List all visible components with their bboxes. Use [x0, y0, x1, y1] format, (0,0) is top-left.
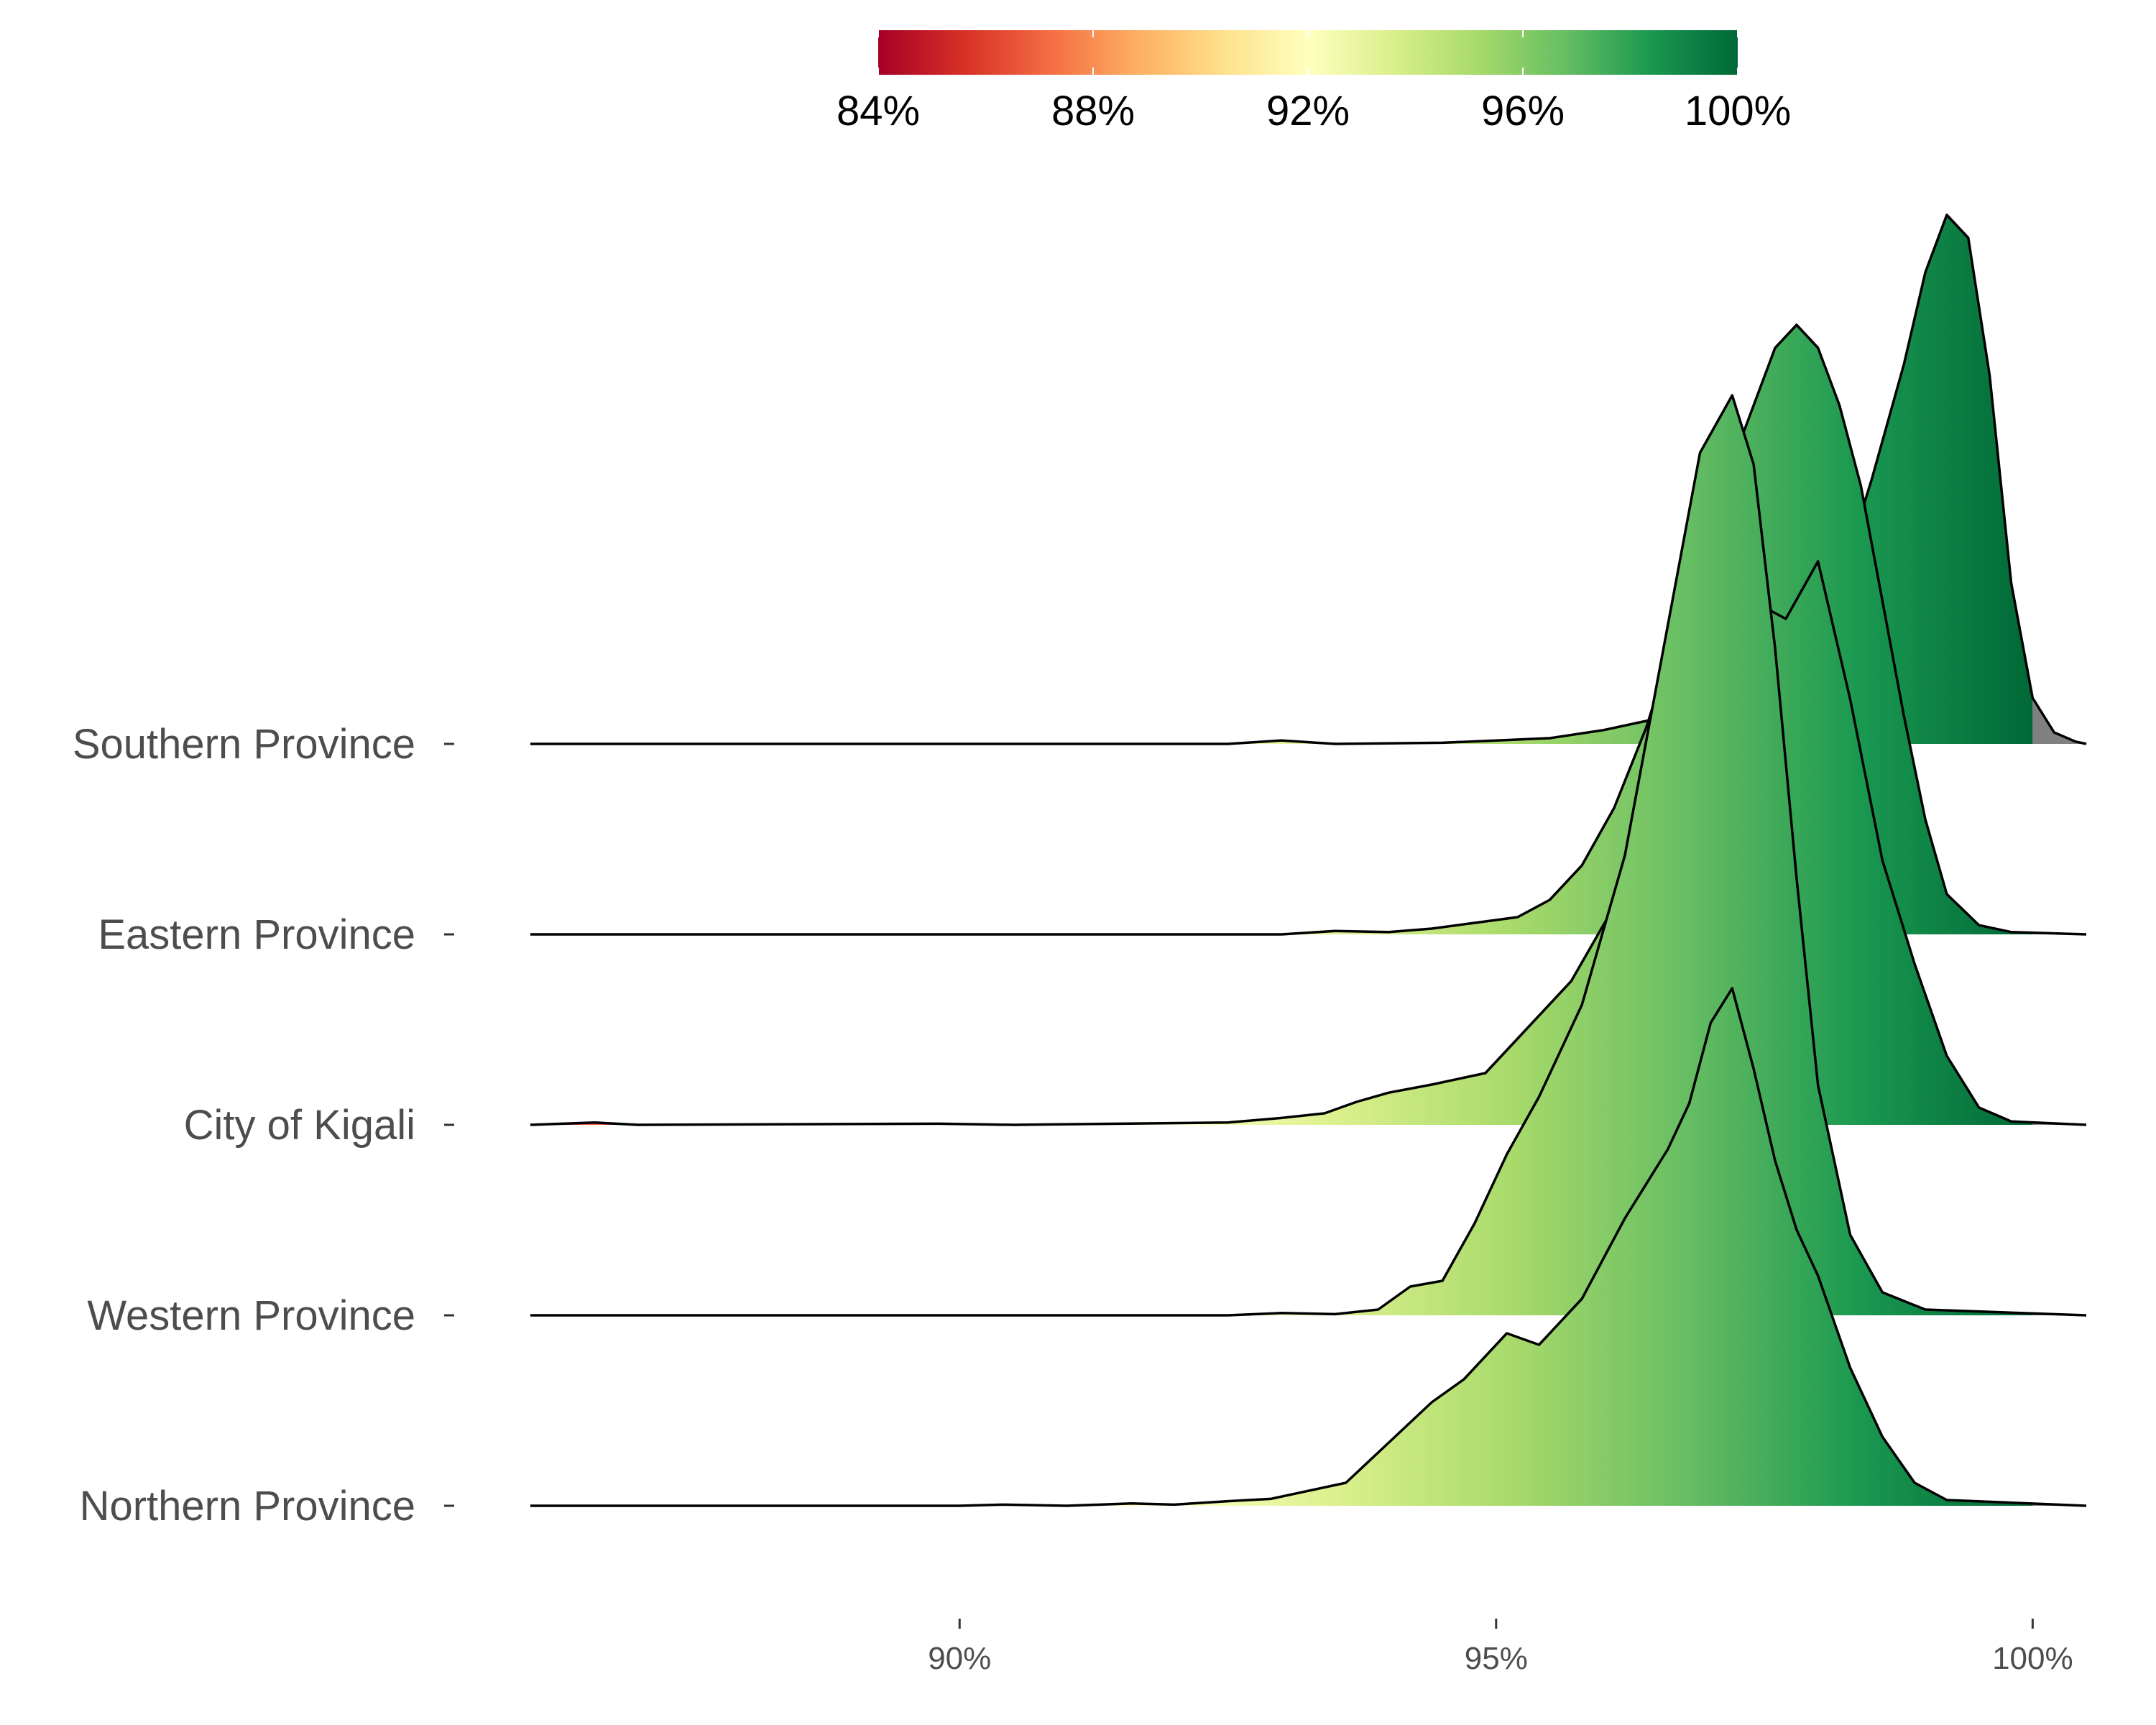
ridge-outline — [530, 394, 2087, 1317]
x-tick-label: 90% — [928, 1641, 991, 1676]
y-tick-label: Eastern Province — [98, 911, 415, 958]
ridge-out-of-range-fill — [2032, 395, 2086, 1315]
x-axis: 90% 95% 100% — [928, 1619, 2073, 1676]
legend-tick-label: 92% — [1266, 88, 1350, 134]
legend-tick-label: 100% — [1685, 88, 1791, 134]
legend-color-bar — [878, 30, 1738, 75]
legend-tick-label: 84% — [837, 88, 920, 134]
ridge-out-of-range-fill — [2032, 561, 2086, 1125]
y-tick-label: Northern Province — [80, 1483, 415, 1530]
y-tick-label: Western Province — [87, 1292, 415, 1339]
fill-legend: 84% 88% 92% 96% 100% — [837, 30, 1791, 134]
ridges — [530, 213, 2087, 1507]
y-tick-label: City of Kigali — [184, 1102, 415, 1149]
legend-tick-label: 96% — [1481, 88, 1565, 134]
y-tick-label: Southern Province — [73, 721, 415, 768]
legend-tick-label: 88% — [1051, 88, 1135, 134]
ridge-out-of-range-fill — [2032, 215, 2086, 744]
ridge-out-of-range-fill — [2032, 988, 2086, 1506]
x-tick-label: 95% — [1465, 1641, 1528, 1676]
ridge-outline — [530, 987, 2087, 1507]
ridge-out-of-range-fill — [2032, 325, 2086, 934]
x-tick-label: 100% — [1992, 1641, 2073, 1676]
y-axis: Northern Province Western Province City of… — [73, 721, 454, 1530]
